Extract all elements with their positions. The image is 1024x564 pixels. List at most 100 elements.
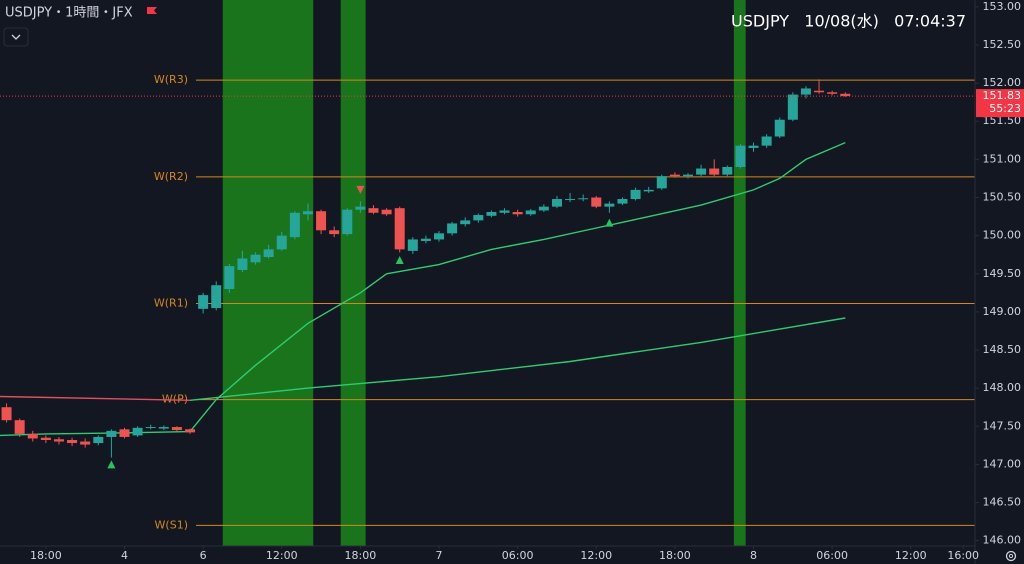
candle-body [722, 167, 733, 175]
settings-button[interactable] [1005, 550, 1017, 562]
candles [1, 79, 851, 458]
candle-body [289, 212, 300, 238]
candle-body [538, 206, 549, 211]
session-band [222, 0, 314, 546]
y-tick-label: 152.50 [983, 38, 1022, 51]
candle-body [171, 427, 182, 431]
candle-body [342, 209, 353, 235]
x-tick-label: 4 [121, 549, 128, 562]
y-tick-label: 147.00 [983, 457, 1022, 470]
candle-body [591, 197, 602, 207]
candle-body [394, 208, 405, 250]
moving-average [189, 317, 846, 401]
bands [222, 0, 746, 546]
candle-body [814, 90, 825, 93]
candle-body [211, 285, 222, 309]
candle-body [80, 441, 91, 445]
x-tick-label: 18:00 [659, 549, 691, 562]
x-tick-label: 12:00 [266, 549, 298, 562]
candle-body [447, 223, 458, 234]
pivot-label: W(P) [162, 393, 188, 406]
candle-body [512, 211, 523, 215]
x-tick-label: 6 [200, 549, 207, 562]
candle-body [132, 427, 143, 436]
candle-body [499, 210, 510, 213]
candle-body [420, 238, 431, 241]
candle-body [14, 420, 25, 434]
candle-body [302, 211, 313, 215]
y-tick-label: 148.50 [983, 343, 1022, 356]
candle-body [565, 199, 576, 201]
candle-body [643, 189, 654, 192]
y-tick-label: 152.00 [983, 76, 1022, 89]
pivot-label: W(R1) [154, 297, 188, 310]
candle-body [486, 211, 497, 216]
y-tick-label: 146.00 [983, 534, 1022, 547]
y-tick-label: 149.00 [983, 305, 1022, 318]
candle-body [800, 88, 811, 95]
candle-body [263, 249, 274, 257]
signal-marker [395, 256, 404, 265]
signal-marker [356, 185, 365, 194]
markers [0, 95, 975, 469]
candle-body [630, 189, 641, 200]
candle-body [27, 433, 38, 439]
candle-body [1, 407, 12, 421]
candle-body [709, 168, 720, 175]
candle-body [460, 220, 471, 225]
candle-body [40, 437, 51, 441]
gear-center [1008, 553, 1014, 559]
candle-body [827, 92, 838, 94]
candle-body [683, 174, 694, 177]
candle-body [604, 203, 615, 207]
candle-body [551, 199, 562, 207]
y-tick-label: 151.50 [983, 114, 1022, 127]
y-tick-label: 149.50 [983, 267, 1022, 280]
candle-body [237, 258, 248, 270]
last-price-label: 151.83 [983, 89, 1022, 102]
candle-body [368, 208, 379, 213]
y-tick-label: 150.00 [983, 229, 1022, 242]
flag-icon[interactable] [147, 7, 157, 14]
pivot-label: W(S1) [155, 518, 188, 531]
countdown-label: 55:23 [989, 102, 1021, 115]
candle-body [329, 230, 340, 235]
signal-marker [605, 218, 614, 227]
x-tick-label: 7 [436, 549, 443, 562]
axes: 153.00 152.50 152.00 151.50 151.00 150.50 150.… [30, 0, 1021, 562]
candle-body [224, 266, 235, 290]
candle-body [67, 440, 78, 444]
candle-body [473, 215, 484, 221]
candle-body [696, 168, 707, 175]
candle-body [787, 94, 798, 120]
candle-body [158, 427, 169, 429]
x-tick-label: 8 [750, 549, 757, 562]
symbol-title: USDJPY・1時間・JFX [5, 6, 133, 21]
candle-body [250, 254, 261, 263]
y-tick-label: 150.50 [983, 191, 1022, 204]
y-tick-label: 147.50 [983, 419, 1022, 432]
candle-body [407, 239, 418, 251]
candle-body [434, 233, 445, 240]
candle-body [316, 211, 327, 231]
session-band [340, 0, 366, 546]
candle-body [656, 176, 667, 189]
x-tick-label: 18:00 [30, 549, 62, 562]
candle-body [381, 209, 392, 215]
candle-body [185, 429, 196, 433]
collapse-button[interactable] [3, 27, 29, 47]
x-tick-label: 06:00 [502, 549, 534, 562]
last-price-badge [976, 89, 1024, 118]
candle-body [276, 235, 287, 250]
candle-body [525, 210, 536, 215]
pivot-label: W(R2) [154, 170, 188, 183]
candle-body [106, 430, 117, 437]
pivot-label: W(R3) [154, 73, 188, 86]
candle-body [617, 199, 628, 204]
y-tick-label: 146.50 [983, 496, 1022, 509]
candle-body [119, 429, 130, 437]
candle-body [774, 119, 785, 137]
candle-body [53, 439, 64, 442]
candle-body [93, 436, 104, 444]
